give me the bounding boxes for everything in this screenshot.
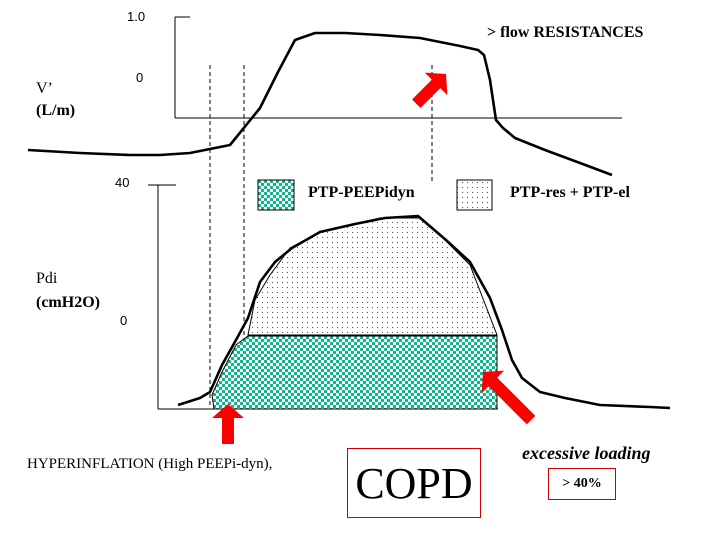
top-y-label-unit: (L/m) xyxy=(36,102,76,119)
top-tick-zero-label: 0 xyxy=(136,70,144,85)
legend-swatch-checkered xyxy=(257,179,295,211)
arrow-excessive-loading xyxy=(481,370,536,425)
arrow-flow-resistance xyxy=(412,72,448,108)
excessive-loading-caption: excessive loading xyxy=(522,443,651,463)
bottom-tick-high-label: 40 xyxy=(115,175,130,190)
legend-swatch-dotted xyxy=(456,179,493,211)
legend-label-ptp-res-el: PTP-res + PTP-el xyxy=(510,184,630,201)
bottom-y-label-unit: (cmH2O) xyxy=(36,294,100,311)
bottom-tick-zero-label: 0 xyxy=(120,313,128,328)
bottom-y-label-symbol: Pdi xyxy=(36,270,58,287)
top-tick-high-label: 1.0 xyxy=(127,9,146,24)
flow-trace xyxy=(27,31,613,177)
hyperinflation-caption: HYPERINFLATION (High PEEPi-dyn), xyxy=(27,456,273,472)
pdi-trace xyxy=(177,214,671,410)
top-y-label-symbol: V’ xyxy=(36,80,53,97)
percent-box: > 40% xyxy=(548,468,616,500)
checkered-area-ptp-peepidyn xyxy=(211,335,498,410)
legend-label-ptp-peepidyn: PTP-PEEPidyn xyxy=(308,184,415,201)
arrow-hyperinflation xyxy=(212,404,244,444)
copd-box: COPD xyxy=(347,448,481,518)
dotted-area-ptp-res-el xyxy=(247,217,498,336)
flow-resistance-annotation: > flow RESISTANCES xyxy=(487,24,644,41)
